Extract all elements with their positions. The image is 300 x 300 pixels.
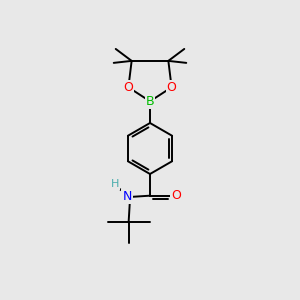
Text: O: O bbox=[167, 81, 176, 94]
Text: O: O bbox=[171, 189, 181, 202]
Text: B: B bbox=[146, 95, 154, 108]
Text: N: N bbox=[122, 190, 132, 203]
Text: O: O bbox=[124, 81, 133, 94]
Text: H: H bbox=[111, 179, 119, 189]
